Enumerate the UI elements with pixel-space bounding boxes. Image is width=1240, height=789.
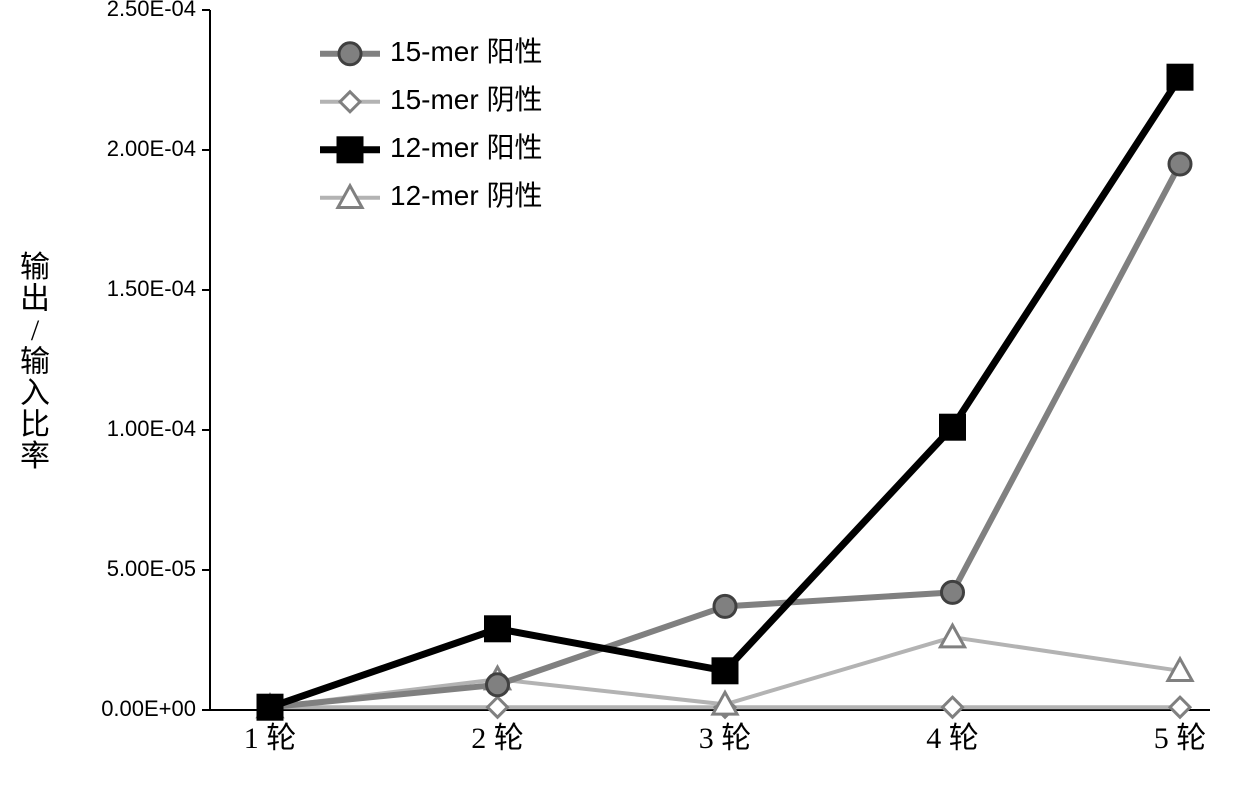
x-tick-label: 3 轮 [699, 722, 752, 755]
svg-text:比: 比 [20, 408, 50, 441]
svg-text:输: 输 [20, 251, 50, 284]
legend-label: 12-mer 阳性 [390, 132, 542, 163]
y-tick-label: 2.00E-04 [107, 136, 196, 161]
svg-text:出: 出 [20, 282, 50, 315]
legend-label: 15-mer 阴性 [390, 84, 542, 115]
y-tick-label: 5.00E-05 [107, 556, 196, 581]
svg-text:入: 入 [20, 377, 50, 410]
y-tick-label: 1.00E-04 [107, 416, 196, 441]
y-tick-label: 0.00E+00 [101, 696, 196, 721]
chart-container: 0.00E+00 5.00E-05 1.00E-04 1.50E-04 2.00E-04… [0, 0, 1240, 789]
svg-text:率: 率 [20, 440, 50, 473]
line-chart: 0.00E+00 5.00E-05 1.00E-04 1.50E-04 2.00E-04… [0, 0, 1240, 789]
x-tick-label: 2 轮 [471, 722, 524, 755]
svg-text:/: / [31, 314, 40, 347]
svg-text:输: 输 [20, 345, 50, 378]
legend-label: 12-mer 阴性 [390, 180, 542, 211]
y-tick-label: 1.50E-04 [107, 276, 196, 301]
x-tick-label: 5 轮 [1154, 722, 1207, 755]
x-tick-label: 1 轮 [244, 722, 297, 755]
x-tick-label: 4 轮 [926, 722, 979, 755]
y-axis-title: 输出/输入比率 [20, 251, 50, 473]
legend-label: 15-mer 阳性 [390, 36, 542, 67]
y-tick-label: 2.50E-04 [107, 0, 196, 21]
